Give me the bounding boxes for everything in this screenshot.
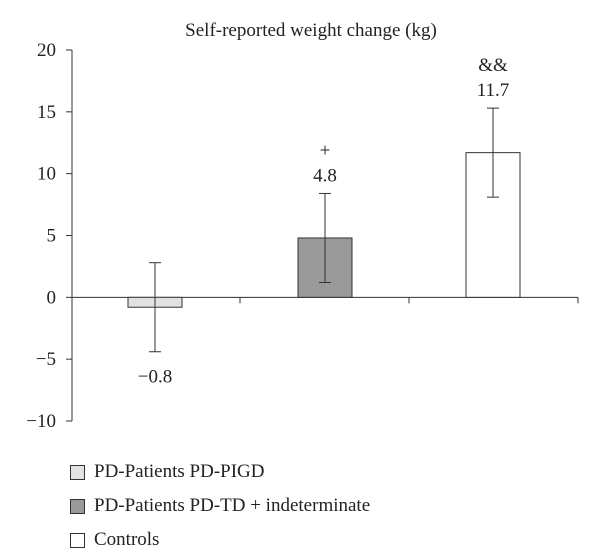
error-bars: [149, 107, 499, 353]
y-tick-label: −10: [26, 411, 56, 432]
legend-swatch: [70, 532, 85, 548]
legend-swatch: [70, 464, 85, 480]
legend-item: PD-Patients PD-PIGD: [70, 455, 370, 489]
legend-label: PD-Patients PD-TD + indeterminate: [94, 495, 371, 516]
legend-label: PD-Patients PD-PIGD: [94, 461, 265, 482]
chart: Self-reported weight change (kg) −10 −5 0 5…: [26, 20, 579, 432]
legend-item: PD-Patients PD-TD + indeterminate: [70, 489, 370, 523]
legend-item: Controls: [70, 523, 370, 557]
legend-swatch: [70, 498, 85, 514]
y-tick-label: 5: [47, 226, 57, 247]
y-tick-label: 0: [47, 287, 57, 308]
value-label: 11.7: [477, 80, 510, 101]
chart-title: Self-reported weight change (kg): [185, 20, 437, 41]
y-tick-label: −5: [36, 349, 56, 370]
y-tick-label: 10: [37, 164, 56, 185]
y-tick-label: 15: [37, 102, 56, 123]
value-label: 4.8: [313, 165, 337, 186]
y-tick-label: 20: [37, 40, 56, 61]
bars: [127, 152, 521, 308]
significance-marker: +: [320, 140, 331, 161]
value-label: −0.8: [138, 367, 172, 388]
data-labels: −0.8 4.8 +11.7 &&: [138, 55, 510, 388]
legend-label: Controls: [94, 529, 160, 550]
legend: PD-Patients PD-PIGD PD-Patients PD-TD + …: [70, 455, 370, 557]
significance-marker: &&: [478, 55, 508, 76]
